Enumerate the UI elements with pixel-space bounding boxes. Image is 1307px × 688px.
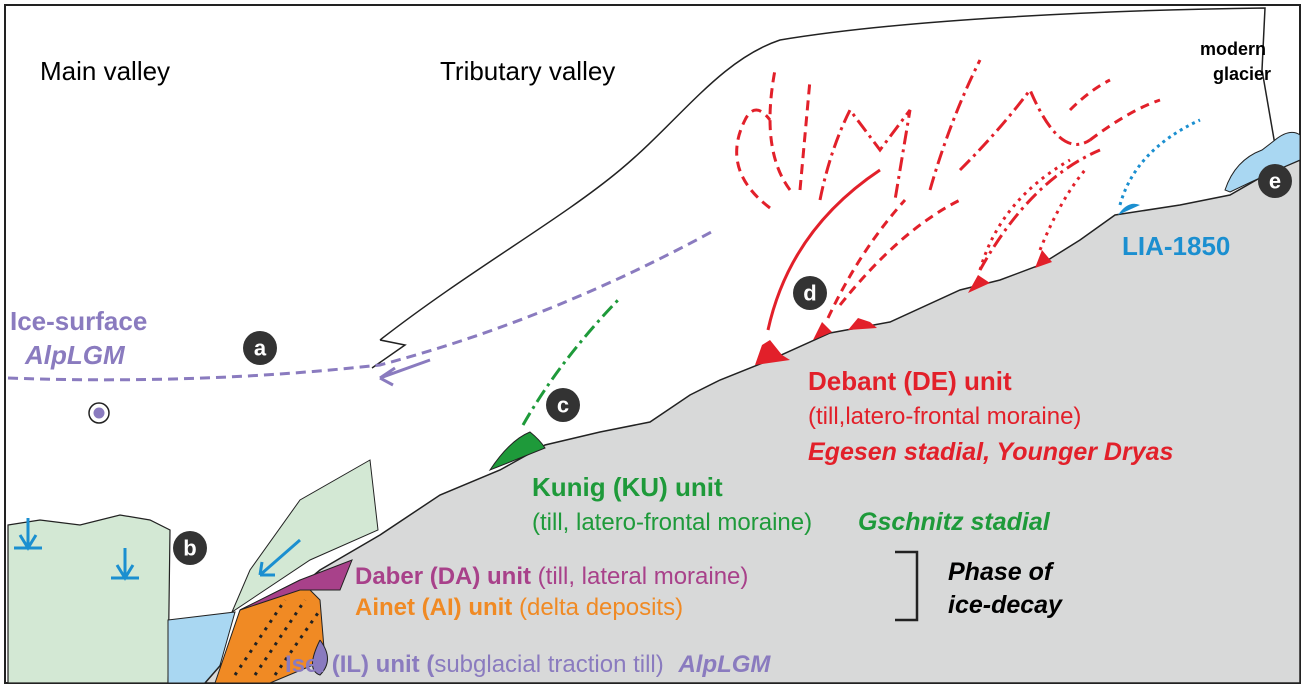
unit-line: Isel (IL) unit (subglacial traction till… — [285, 651, 771, 678]
marker-label: d — [803, 281, 816, 306]
unit-line: Daber (DA) unit (till, lateral moraine) — [355, 563, 748, 590]
unit-description: (till, latero-frontal moraine) — [532, 509, 812, 536]
label: modern — [1200, 39, 1266, 59]
unit-description: (till,latero-frontal moraine) — [808, 403, 1081, 430]
label: LIA-1850 — [1122, 231, 1230, 261]
phase-label: Phase of — [948, 558, 1055, 586]
heading: Main valley — [40, 56, 170, 86]
marker-label: a — [254, 336, 267, 361]
unit-stage: Gschnitz stadial — [858, 508, 1051, 536]
unit-stage: AlpLGM — [677, 651, 771, 678]
unit-description: (till, lateral moraine) — [538, 563, 749, 590]
unit-line: Ainet (AI) unit (delta deposits) — [355, 594, 683, 621]
unit-name: Daber (DA) unit — [355, 563, 531, 590]
marker-label: b — [183, 536, 196, 561]
marker-label: e — [1269, 169, 1281, 194]
unit-stage: Egesen stadial, Younger Dryas — [808, 438, 1174, 466]
unit-name: Isel (IL) unit ( — [285, 651, 434, 678]
unit-description: (delta deposits) — [519, 594, 683, 621]
heading: Tributary valley — [440, 56, 615, 86]
label: glacier — [1213, 64, 1271, 84]
unit-description: subglacial traction till) — [434, 651, 663, 678]
flow-symbol — [94, 408, 105, 419]
diagram: Main valley Tributary valley modern glac… — [0, 0, 1307, 688]
label: AlpLGM — [24, 340, 126, 370]
unit-name: Ainet (AI) unit — [355, 594, 512, 621]
phase-label: ice-decay — [948, 591, 1063, 619]
label: Ice-surface — [10, 306, 147, 336]
unit-name: Debant (DE) unit — [808, 366, 1012, 396]
unit-name: Kunig (KU) unit — [532, 472, 723, 502]
marker-label: c — [557, 393, 569, 418]
